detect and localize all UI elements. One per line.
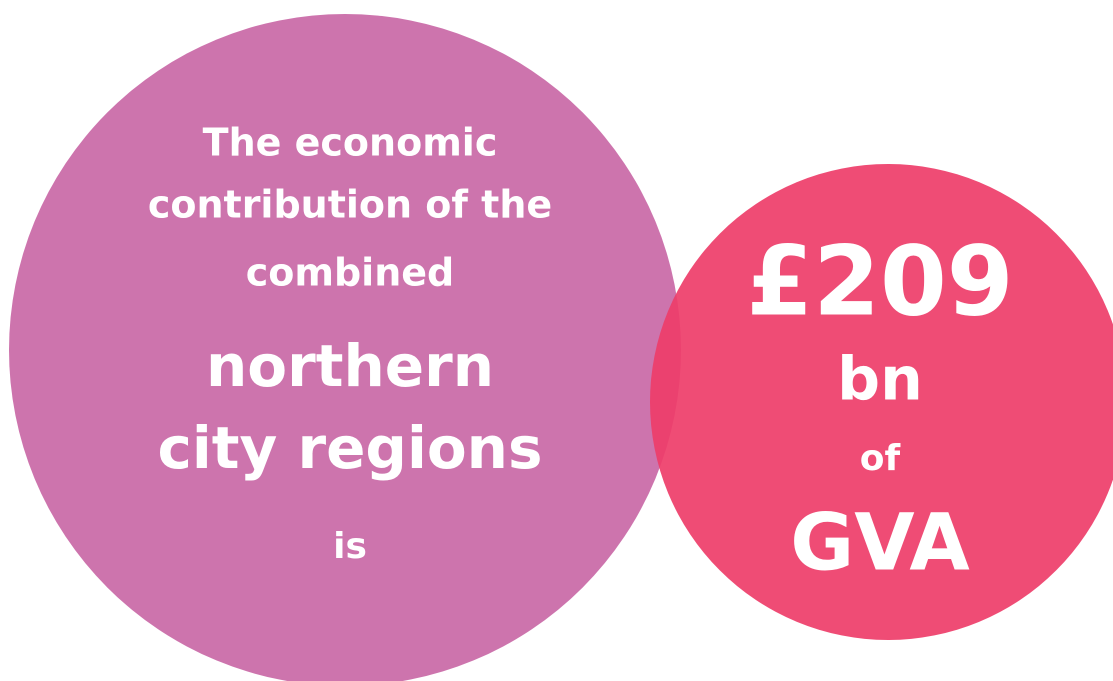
text-line: is xyxy=(333,526,367,567)
text-line: bn xyxy=(837,345,923,415)
text-line: of xyxy=(860,438,901,479)
text-line: GVA xyxy=(790,498,969,588)
right-circle xyxy=(650,164,1113,640)
left-circle xyxy=(9,14,681,681)
text-line: city regions xyxy=(158,414,543,482)
text-line: contribution of the xyxy=(148,183,552,227)
text-line: northern xyxy=(206,332,494,400)
text-line: combined xyxy=(246,251,454,295)
text-line: £209 xyxy=(746,225,1013,337)
text-line: The economic xyxy=(203,121,498,165)
